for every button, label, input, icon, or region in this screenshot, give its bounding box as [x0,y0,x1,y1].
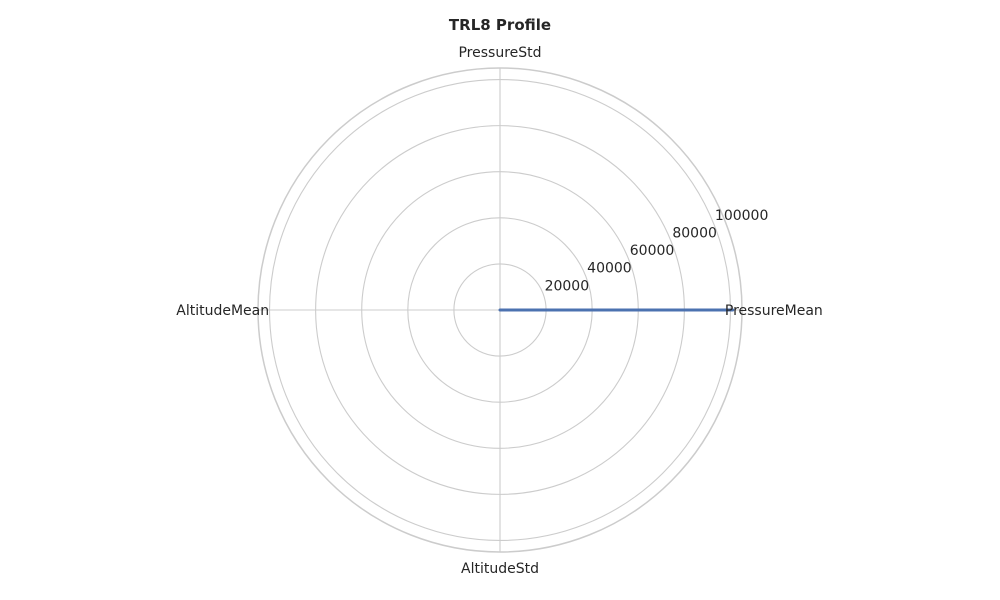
radial-tick-label: 60000 [630,243,675,259]
chart-title: TRL8 Profile [449,16,551,34]
radial-tick-label: 40000 [587,261,632,277]
axis-label-pressurestd: PressureStd [458,45,541,61]
radial-tick-label: 100000 [715,208,768,224]
axis-label-altitudemean: AltitudeMean [176,303,269,319]
radial-tick-label: 80000 [672,225,717,241]
radial-tick-label: 20000 [545,278,590,294]
axis-label-altitudestd: AltitudeStd [461,561,539,577]
axis-label-pressuremean: PressureMean [725,303,823,319]
